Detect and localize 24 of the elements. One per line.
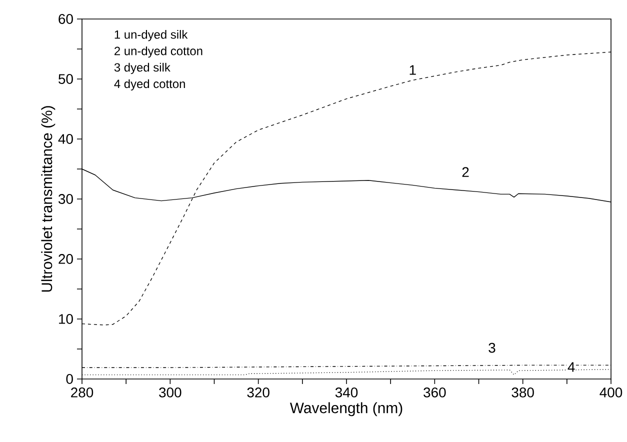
annotation: 4 [568, 362, 575, 372]
annotation: 1 un-dyed silk [114, 30, 188, 42]
x-tick-label: 340 [335, 388, 358, 398]
x-tick-label: 360 [424, 388, 446, 398]
y-tick-label: 60 [58, 14, 73, 24]
x-tick-label: 320 [247, 388, 270, 398]
y-axis-title: Ultroviolet transmittance (%) [41, 106, 56, 292]
annotation: 4 dyed cotton [114, 79, 185, 90]
x-tick-label: 280 [71, 388, 94, 398]
y-tick-label: 10 [59, 314, 73, 324]
x-tick-label: 400 [600, 388, 622, 398]
x-tick-label: 300 [159, 388, 182, 398]
annotation: 2 un-dyed cotton [114, 46, 202, 58]
annotation: 2 [462, 167, 469, 177]
x-tick-label: 380 [512, 388, 534, 398]
y-tick-label: 0 [66, 374, 73, 384]
y-tick-label: 40 [58, 134, 73, 144]
x-axis-title: Wavelength (nm) [290, 402, 402, 416]
y-tick-label: 30 [58, 194, 73, 204]
annotation: 1 [410, 65, 416, 75]
annotation: 3 [488, 342, 496, 353]
annotation: 3 dyed silk [114, 62, 170, 74]
y-tick-label: 50 [58, 74, 73, 84]
y-tick-label: 20 [58, 254, 73, 264]
